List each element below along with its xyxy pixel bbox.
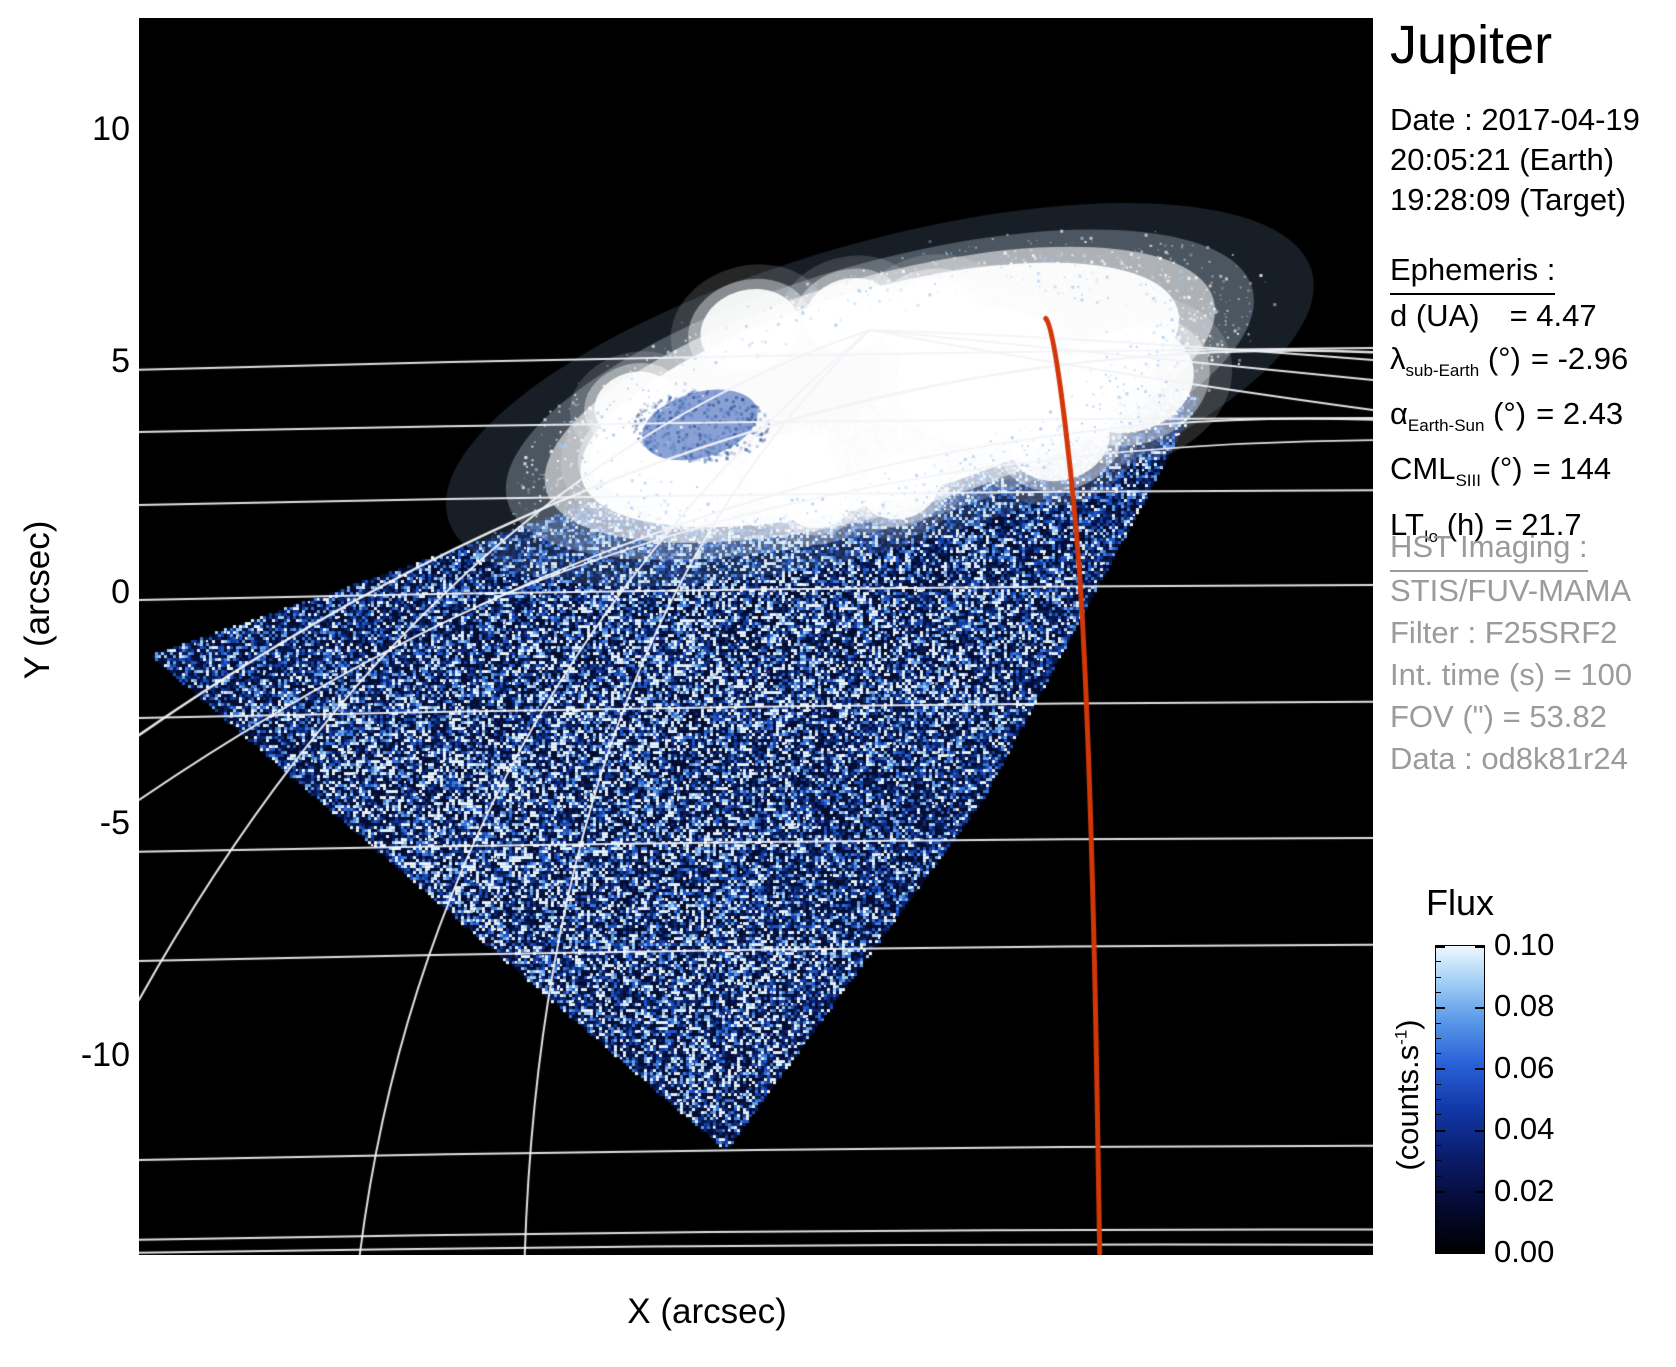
x-axis-title: X (arcsec) <box>627 1292 787 1331</box>
colorbar-title: Flux <box>1425 882 1494 923</box>
colorbar-minor-tick <box>1436 991 1441 993</box>
ephemeris-row: d (UA) = 4.47 <box>1390 298 1597 333</box>
colorbar-tick-label: 0.00 <box>1494 1234 1555 1269</box>
colorbar-minor-tick <box>1436 1022 1441 1024</box>
flux-colorbar <box>1435 945 1485 1254</box>
colorbar-minor-tick <box>1436 1099 1441 1100</box>
ephemeris-values: d (UA) = 4.47 λsub-Earth (°) = -2.96 αEarth-… <box>1390 294 1628 558</box>
x-tick-label: 5 <box>928 1190 948 1228</box>
y-tick-label: 5 <box>111 341 130 380</box>
ephemeris-value: = -2.96 <box>1530 341 1629 376</box>
ephemeris-row: CMLSIII (°) = 144 <box>1390 451 1612 491</box>
x-tick-label: 10 <box>1147 1190 1186 1228</box>
y-tick-label: -5 <box>99 804 130 843</box>
y-axis-title: Y (arcsec) <box>18 520 57 680</box>
colorbar-tick-label: 0.02 <box>1494 1172 1555 1208</box>
y-tick-label: 10 <box>92 110 130 149</box>
y-tick-label: 0 <box>111 572 130 611</box>
ephemeris-value: = 21.7 <box>1494 506 1582 542</box>
aurora-image-canvas <box>139 18 1373 1255</box>
hst-imaging-row: Data : od8k81r24 <box>1390 741 1628 776</box>
target-time-line: 19:28:09 (Target) <box>1390 182 1627 217</box>
colorbar-minor-tick <box>1436 1236 1441 1238</box>
ephemeris-row: LTIo (h) = 21.7 <box>1390 506 1582 546</box>
colorbar-major-tick <box>1436 1129 1445 1132</box>
colorbar-unit-label: (counts.s-1) <box>1390 1019 1425 1171</box>
colorbar-minor-tick <box>1436 1037 1441 1039</box>
colorbar-major-tick <box>1475 1129 1484 1132</box>
colorbar-major-tick <box>1436 1249 1445 1251</box>
ephemeris-value: = 2.43 <box>1536 396 1624 432</box>
colorbar-minor-tick <box>1436 976 1441 978</box>
hst-imaging-heading: HST Imaging : <box>1390 526 1588 572</box>
ephemeris-row: αEarth-Sun (°) = 2.43 <box>1390 396 1624 436</box>
colorbar-major-tick <box>1436 946 1445 948</box>
date-line: Date : 2017-04-19 <box>1390 102 1640 137</box>
x-tick-label: -5 <box>466 1190 497 1228</box>
colorbar-minor-tick <box>1436 961 1441 963</box>
colorbar-minor-tick <box>1436 1144 1441 1146</box>
colorbar-major-tick <box>1436 1190 1445 1193</box>
hst-imaging-row: STIS/FUV-MAMA <box>1390 573 1632 608</box>
colorbar-major-tick <box>1475 1007 1484 1010</box>
ephemeris-row: λsub-Earth (°) = -2.96 <box>1390 341 1629 381</box>
colorbar-major-tick <box>1436 1007 1445 1010</box>
colorbar-tick-label: 0.10 <box>1494 927 1555 962</box>
earth-time-line: 20:05:21 (Earth) <box>1390 142 1615 177</box>
hst-imaging-row: FOV (") = 53.82 <box>1390 699 1607 734</box>
colorbar-major-tick <box>1475 1249 1484 1251</box>
colorbar-minor-tick <box>1436 1175 1441 1177</box>
x-tick-label: -10 <box>228 1190 278 1228</box>
colorbar-tick-label: 0.08 <box>1494 988 1555 1024</box>
page-title: Jupiter <box>1390 15 1553 75</box>
colorbar-minor-tick <box>1436 1053 1441 1055</box>
colorbar-major-tick <box>1475 1068 1484 1071</box>
x-tick-label: 0 <box>700 1190 720 1228</box>
ephemeris-value: = 144 <box>1532 451 1612 487</box>
ephemeris-value: = 4.47 <box>1509 298 1597 333</box>
colorbar-tick-label: 0.06 <box>1494 1049 1555 1085</box>
colorbar-minor-tick <box>1436 1160 1441 1162</box>
hst-imaging-row: Int. time (s) = 100 <box>1390 657 1633 692</box>
colorbar-major-tick <box>1475 1190 1484 1193</box>
hst-imaging-row: Filter : F25SRF2 <box>1390 615 1618 650</box>
colorbar-tick-label: 0.04 <box>1494 1111 1555 1147</box>
colorbar-minor-tick <box>1436 1114 1441 1116</box>
colorbar-minor-tick <box>1436 1206 1441 1208</box>
ephemeris-heading: Ephemeris : <box>1390 249 1556 295</box>
colorbar-major-tick <box>1436 1068 1445 1071</box>
colorbar-minor-tick <box>1436 1083 1441 1085</box>
observation-datetime: Date : 2017-04-19 20:05:21 (Earth) 19:28… <box>1390 100 1640 220</box>
colorbar-minor-tick <box>1436 1221 1441 1223</box>
y-tick-label: -10 <box>80 1035 130 1074</box>
hst-imaging-values: STIS/FUV-MAMA Filter : F25SRF2 Int. time (… <box>1390 570 1632 780</box>
colorbar-major-tick <box>1475 946 1484 948</box>
